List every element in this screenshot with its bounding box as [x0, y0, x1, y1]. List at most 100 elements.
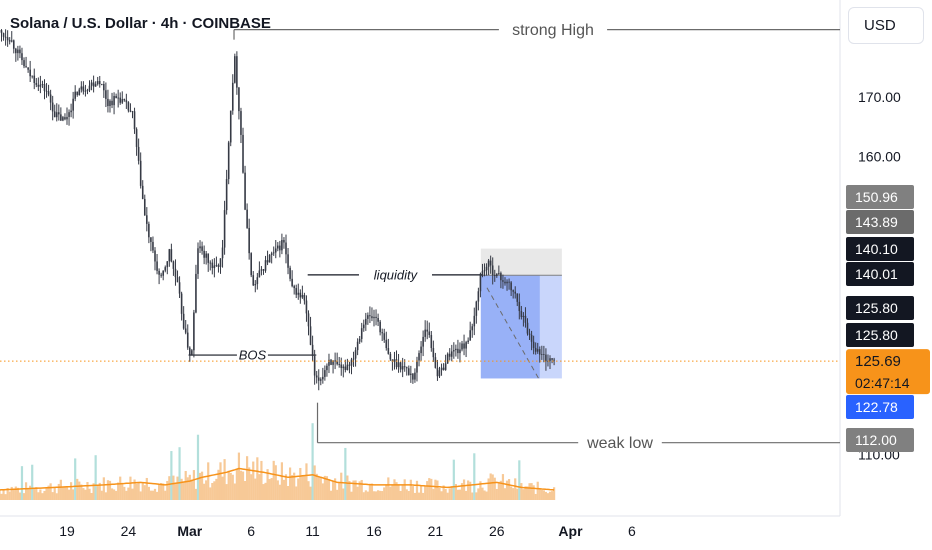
- annotation-lines[interactable]: strong High weak low liquidity BOS: [188, 22, 840, 452]
- volume-bar: [260, 460, 263, 500]
- volume-bar: [469, 481, 472, 500]
- volume-bar: [303, 476, 306, 500]
- candle-body: [342, 366, 345, 369]
- volume-bar: [546, 493, 550, 500]
- volume-bar: [319, 476, 322, 500]
- volume-bar: [264, 482, 267, 500]
- candle-body: [252, 275, 255, 286]
- candle-body: [365, 318, 367, 325]
- candle-body: [469, 330, 471, 341]
- candle-body: [15, 48, 17, 54]
- candle-body: [55, 112, 58, 118]
- candle-body: [21, 53, 23, 61]
- price-label-box: [846, 210, 914, 234]
- volume-bar: [344, 447, 347, 500]
- candle-body: [250, 253, 252, 276]
- candle-body: [387, 348, 390, 354]
- volume-bar: [258, 474, 261, 500]
- candle-body: [545, 354, 547, 362]
- candle-body: [100, 84, 103, 85]
- candle-body: [66, 116, 68, 120]
- candle-body: [94, 84, 97, 87]
- candle-body: [360, 328, 363, 339]
- volume-bar: [80, 484, 83, 500]
- candle-body: [4, 36, 7, 38]
- currency-button[interactable]: USD: [848, 7, 924, 44]
- volume-bar: [442, 485, 445, 500]
- volume-bar: [452, 459, 455, 500]
- volume-bar: [540, 489, 543, 500]
- volume-bar: [180, 478, 183, 500]
- volume-bar: [24, 482, 28, 500]
- volume-bar: [129, 476, 132, 500]
- countdown-text: 02:47:14: [855, 375, 910, 391]
- candle-body: [518, 301, 521, 312]
- candle-body: [82, 86, 85, 92]
- candle-body: [467, 340, 469, 343]
- volume-bar: [518, 460, 521, 500]
- volume-bar: [313, 465, 316, 500]
- candle-body: [356, 341, 359, 351]
- volume-bar: [419, 485, 423, 500]
- volume-bar: [72, 489, 75, 500]
- candle-body: [340, 364, 343, 369]
- candle-body: [453, 350, 455, 352]
- volume-bar: [178, 447, 181, 500]
- volume-bar: [493, 477, 496, 500]
- volume-bar: [350, 491, 353, 500]
- volume-bar: [276, 480, 279, 500]
- strong-high-label: strong High: [512, 22, 594, 39]
- price-label-text: 150.96: [855, 189, 898, 205]
- candle-body: [58, 112, 60, 115]
- candle-body: [287, 254, 289, 268]
- candle-body: [27, 67, 29, 70]
- price-label-text: 140.01: [855, 266, 898, 282]
- candle-body: [317, 377, 320, 381]
- volume-bar: [88, 488, 91, 500]
- candle-body: [493, 275, 496, 277]
- volume-bar: [503, 488, 507, 500]
- candle-body: [332, 360, 334, 365]
- volume-bar: [61, 487, 65, 500]
- volume-bar: [495, 488, 498, 500]
- candle-body: [213, 265, 216, 269]
- volume-bar: [162, 483, 165, 500]
- candle-body: [426, 329, 429, 332]
- volume-bar: [446, 492, 449, 500]
- volume-bar: [315, 473, 318, 500]
- price-label-text: 140.10: [855, 241, 898, 257]
- candle-body: [543, 354, 545, 355]
- candle-body: [391, 359, 394, 362]
- symbol-title[interactable]: Solana / U.S. Dollar · 4h · COINBASE: [10, 15, 271, 32]
- volume-bar: [123, 486, 126, 500]
- volume-bar: [147, 486, 150, 500]
- volume-bar: [485, 491, 488, 500]
- candle-body: [53, 111, 56, 118]
- candle-body: [399, 362, 402, 370]
- candle-body: [471, 326, 474, 331]
- candle-body: [264, 260, 267, 271]
- volume-bar: [438, 487, 441, 500]
- volume-bar: [512, 488, 515, 500]
- volume-bar: [534, 493, 537, 500]
- candle-body: [98, 81, 101, 85]
- volume-bar: [272, 460, 275, 500]
- volume-bar: [0, 493, 3, 500]
- price-label-box: [846, 395, 914, 419]
- volume-bar: [256, 457, 259, 500]
- candle-body: [51, 102, 54, 112]
- volume-bar: [450, 486, 453, 500]
- volume-bar: [98, 482, 101, 500]
- volume-bar: [145, 477, 148, 500]
- volume-bar: [372, 491, 376, 500]
- candle-body: [141, 185, 144, 199]
- volume-bar: [305, 463, 308, 500]
- candle-body: [455, 348, 457, 351]
- candle-body: [78, 89, 81, 95]
- candle-body: [109, 100, 111, 107]
- candle-body: [520, 311, 523, 318]
- volume-bar: [530, 483, 533, 500]
- candle-body: [522, 315, 525, 318]
- time-axis[interactable]: 19 24 Mar 6 11 16 21 26 Apr 6: [59, 523, 636, 539]
